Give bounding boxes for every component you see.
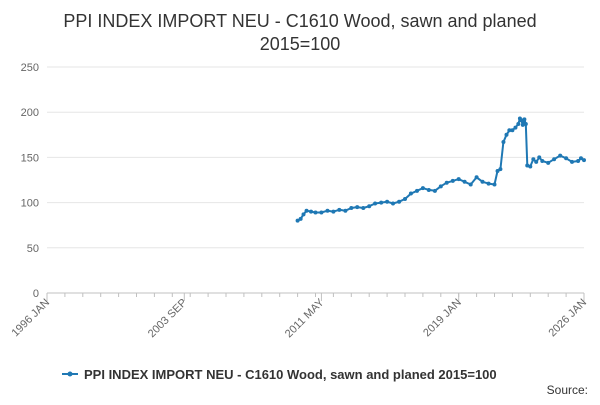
data-point[interactable] bbox=[304, 208, 309, 213]
data-point[interactable] bbox=[474, 175, 479, 180]
x-tick-label: 2003 SEP bbox=[146, 297, 190, 341]
data-point[interactable] bbox=[301, 212, 306, 217]
y-tick-label: 150 bbox=[21, 152, 39, 164]
data-point[interactable] bbox=[331, 209, 336, 214]
data-point[interactable] bbox=[391, 201, 396, 206]
data-point[interactable] bbox=[480, 179, 485, 184]
data-point[interactable] bbox=[295, 218, 300, 223]
legend[interactable]: PPI INDEX IMPORT NEU - C1610 Wood, sawn … bbox=[62, 367, 497, 382]
series-layer bbox=[295, 116, 586, 223]
data-point[interactable] bbox=[510, 128, 515, 133]
data-point[interactable] bbox=[570, 159, 575, 164]
data-point[interactable] bbox=[450, 178, 455, 183]
y-axis: 0 50 100 150 200 250 bbox=[21, 62, 39, 300]
x-tick-label: 2019 JAN bbox=[421, 297, 464, 340]
y-tick-label: 50 bbox=[27, 243, 39, 255]
y-tick-label: 200 bbox=[21, 107, 39, 119]
data-point[interactable] bbox=[313, 210, 318, 215]
data-point[interactable] bbox=[558, 153, 563, 158]
data-point[interactable] bbox=[349, 206, 354, 211]
data-point[interactable] bbox=[519, 118, 524, 123]
data-point[interactable] bbox=[528, 164, 533, 169]
data-point[interactable] bbox=[414, 188, 419, 193]
data-point[interactable] bbox=[564, 156, 569, 161]
data-point[interactable] bbox=[486, 181, 491, 186]
data-point[interactable] bbox=[298, 216, 303, 221]
data-point[interactable] bbox=[513, 125, 518, 130]
x-tick-label: 2011 MAY bbox=[283, 296, 327, 340]
data-point[interactable] bbox=[537, 155, 542, 160]
legend-label: PPI INDEX IMPORT NEU - C1610 Wood, sawn … bbox=[84, 367, 497, 382]
data-point[interactable] bbox=[468, 182, 473, 187]
data-point[interactable] bbox=[397, 199, 402, 204]
chart-title: PPI INDEX IMPORT NEU - C1610 Wood, sawn … bbox=[63, 11, 536, 31]
data-point[interactable] bbox=[576, 159, 581, 164]
x-axis: 1996 JAN 2003 SEP 2011 MAY 2019 JAN 2026 JAN bbox=[9, 293, 589, 340]
data-point[interactable] bbox=[546, 160, 551, 165]
data-point[interactable] bbox=[531, 157, 536, 162]
data-point[interactable] bbox=[498, 167, 503, 172]
data-point[interactable] bbox=[523, 121, 528, 126]
legend-marker-icon bbox=[67, 371, 73, 377]
data-point[interactable] bbox=[426, 187, 431, 192]
source-label: Source: bbox=[547, 383, 588, 397]
data-point[interactable] bbox=[516, 121, 521, 126]
data-point[interactable] bbox=[325, 208, 330, 213]
x-tick-label: 1996 JAN bbox=[9, 297, 52, 340]
data-point[interactable] bbox=[343, 208, 348, 213]
data-point[interactable] bbox=[520, 122, 525, 127]
data-point[interactable] bbox=[507, 128, 512, 133]
data-point[interactable] bbox=[373, 201, 378, 206]
data-point[interactable] bbox=[432, 188, 437, 193]
data-point[interactable] bbox=[552, 157, 557, 162]
data-point[interactable] bbox=[438, 184, 443, 189]
y-tick-label: 100 bbox=[21, 198, 39, 210]
data-point[interactable] bbox=[582, 158, 586, 163]
data-point[interactable] bbox=[385, 199, 390, 204]
data-point[interactable] bbox=[309, 209, 314, 214]
data-point[interactable] bbox=[525, 163, 530, 168]
data-point[interactable] bbox=[534, 159, 539, 164]
data-point[interactable] bbox=[337, 207, 342, 212]
data-point[interactable] bbox=[379, 200, 384, 205]
data-point[interactable] bbox=[504, 132, 509, 137]
data-point[interactable] bbox=[456, 177, 461, 182]
chart-subtitle: 2015=100 bbox=[260, 34, 341, 54]
data-point[interactable] bbox=[492, 182, 497, 187]
series-line bbox=[297, 117, 585, 222]
data-point[interactable] bbox=[495, 168, 500, 173]
y-tick-label: 0 bbox=[33, 288, 39, 300]
data-point[interactable] bbox=[408, 191, 413, 196]
data-point[interactable] bbox=[444, 180, 449, 185]
data-point[interactable] bbox=[540, 159, 545, 164]
data-point[interactable] bbox=[355, 205, 360, 210]
data-point[interactable] bbox=[501, 140, 506, 145]
grid-lines bbox=[47, 66, 584, 294]
data-point[interactable] bbox=[420, 186, 425, 191]
data-point[interactable] bbox=[403, 196, 407, 201]
y-tick-label: 250 bbox=[21, 62, 39, 74]
data-point[interactable] bbox=[462, 179, 467, 184]
data-point[interactable] bbox=[319, 210, 324, 215]
data-point[interactable] bbox=[367, 204, 372, 209]
data-point[interactable] bbox=[522, 117, 527, 122]
x-tick-label: 2026 JAN bbox=[546, 297, 589, 340]
data-point[interactable] bbox=[361, 206, 366, 211]
data-point[interactable] bbox=[578, 156, 583, 161]
